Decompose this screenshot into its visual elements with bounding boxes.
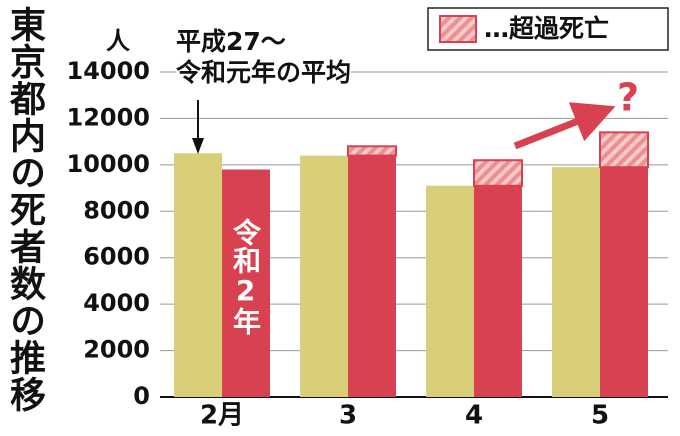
excess-bar	[347, 145, 397, 157]
series-annotation: 平成27～ 令和元年の平均	[176, 26, 352, 89]
x-tick-label: 4	[465, 401, 483, 431]
y-tick-label: 0	[133, 382, 150, 410]
bars	[174, 131, 649, 397]
labels: 0 2000 4000 6000 8000 10000 12000 14000 2月 3 4 5	[67, 57, 610, 431]
series-label: 令和2年	[229, 218, 262, 335]
bar	[222, 169, 270, 397]
bar	[348, 155, 396, 397]
bar	[600, 167, 648, 397]
chart-title: 東京都内の死者数の推移	[4, 6, 45, 413]
x-tick-label: 2月	[200, 401, 244, 431]
y-tick-label: 12000	[67, 103, 151, 131]
y-tick-label: 6000	[83, 243, 150, 271]
bar	[474, 185, 522, 397]
bar	[552, 167, 600, 397]
y-tick-label: 8000	[83, 196, 150, 224]
excess-bar	[473, 159, 523, 187]
y-tick-label: 4000	[83, 289, 150, 317]
x-tick-label: 5	[591, 401, 609, 431]
unit: 人	[106, 27, 130, 55]
bar	[174, 153, 222, 397]
legend-swatch	[439, 15, 477, 43]
bar	[300, 155, 348, 397]
bar	[426, 185, 474, 397]
y-tick-label: 2000	[83, 336, 150, 364]
excess-bar	[599, 131, 649, 169]
y-tick-label: 10000	[67, 150, 151, 178]
question-mark: ?	[617, 76, 639, 120]
legend-label: …超過死亡	[484, 14, 609, 43]
trend-arrow	[513, 102, 616, 150]
x-tick-label: 3	[339, 401, 357, 431]
y-tick-label: 14000	[67, 57, 151, 85]
